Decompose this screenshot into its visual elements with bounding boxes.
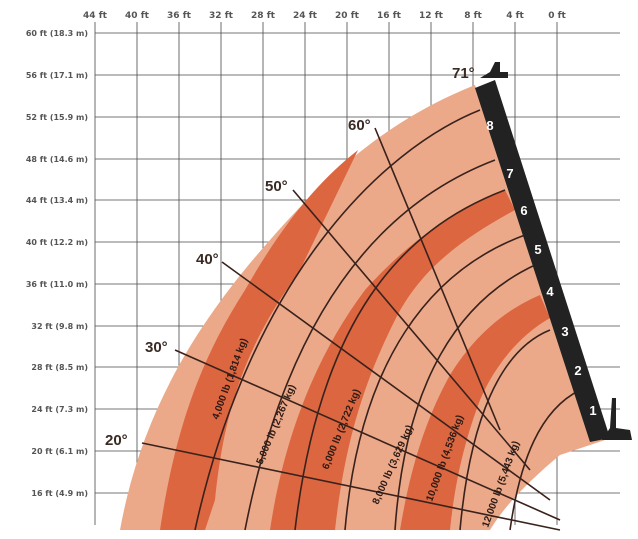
zone-band-6000 xyxy=(270,190,515,530)
y-axis-ticks: 60 ft (18.3 m) 56 ft (17.1 m) 52 ft (15.… xyxy=(26,29,88,498)
x-tick: 40 ft xyxy=(125,11,150,21)
boom-segment-8: 8 xyxy=(486,118,493,133)
x-axis-ticks: 44 ft 40 ft 36 ft 32 ft 28 ft 24 ft 20 f… xyxy=(83,11,566,21)
y-tick: 20 ft (6.1 m) xyxy=(31,447,88,456)
boom-arm xyxy=(475,80,610,442)
x-tick: 36 ft xyxy=(167,11,192,21)
boom-segment-5: 5 xyxy=(534,242,541,257)
x-tick: 44 ft xyxy=(83,11,108,21)
zone-band-10000 xyxy=(400,295,550,530)
x-tick: 12 ft xyxy=(419,11,444,21)
x-tick: 28 ft xyxy=(251,11,276,21)
y-tick: 52 ft (15.9 m) xyxy=(26,113,88,122)
x-tick: 20 ft xyxy=(335,11,360,21)
x-tick: 0 ft xyxy=(548,11,566,21)
angle-label-50: 50° xyxy=(265,178,288,195)
x-tick: 24 ft xyxy=(293,11,318,21)
y-tick: 56 ft (17.1 m) xyxy=(26,71,88,80)
y-tick: 40 ft (12.2 m) xyxy=(26,238,88,247)
x-tick: 4 ft xyxy=(506,11,524,21)
angle-label-30: 30° xyxy=(145,339,168,356)
x-tick: 32 ft xyxy=(209,11,234,21)
angle-label-71: 71° xyxy=(452,65,475,82)
zone-band-4000 xyxy=(160,150,358,530)
y-tick: 44 ft (13.4 m) xyxy=(26,196,88,205)
machine-icon-top xyxy=(480,62,508,78)
boom-segment-3: 3 xyxy=(561,324,568,339)
y-tick: 48 ft (14.6 m) xyxy=(26,155,88,164)
boom-segment-6: 6 xyxy=(520,203,527,218)
angle-label-60: 60° xyxy=(348,117,371,134)
boom-segment-1: 1 xyxy=(589,403,596,418)
y-tick: 24 ft (7.3 m) xyxy=(31,405,88,414)
x-tick: 16 ft xyxy=(377,11,402,21)
angle-labels: 20° 30° 40° 50° 60° 71° xyxy=(105,65,475,449)
y-tick: 28 ft (8.5 m) xyxy=(31,363,88,372)
angle-label-40: 40° xyxy=(196,251,219,268)
y-tick: 60 ft (18.3 m) xyxy=(26,29,88,38)
y-tick: 36 ft (11.0 m) xyxy=(26,280,88,289)
arc-lines xyxy=(194,109,581,531)
machine-icon-bottom xyxy=(602,398,632,440)
boom: 8 7 6 5 4 3 2 1 xyxy=(475,62,632,442)
angle-label-20: 20° xyxy=(105,432,128,449)
boom-segment-7: 7 xyxy=(506,166,513,181)
y-tick: 32 ft (9.8 m) xyxy=(31,322,88,331)
y-tick: 16 ft (4.9 m) xyxy=(31,489,88,498)
x-tick: 8 ft xyxy=(464,11,482,21)
boom-segment-2: 2 xyxy=(574,363,581,378)
boom-segment-4: 4 xyxy=(546,284,554,299)
